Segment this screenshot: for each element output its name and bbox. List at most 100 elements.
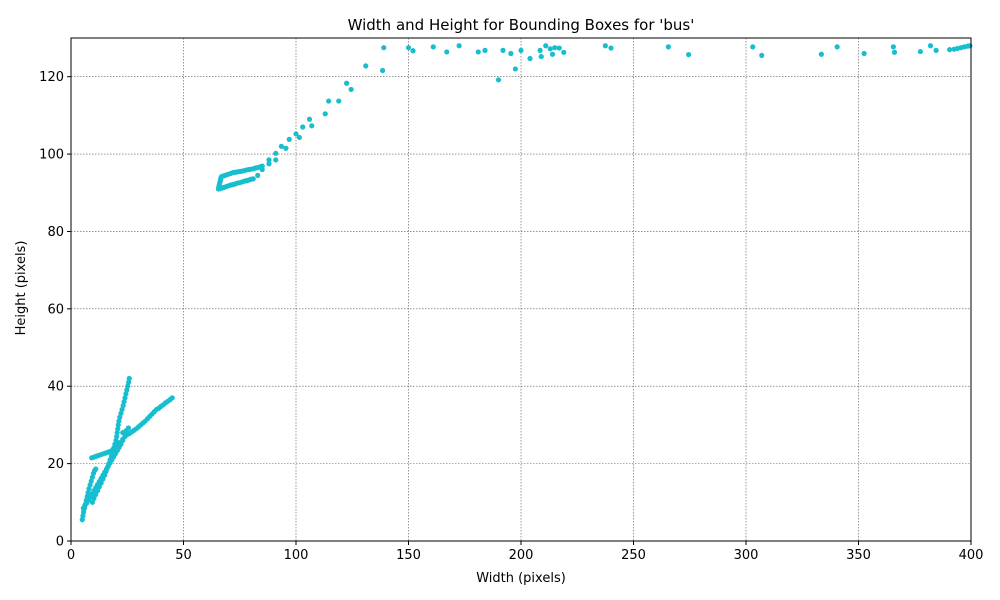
y-tick-label: 60 <box>47 302 64 317</box>
data-point <box>538 53 544 60</box>
data-point <box>917 48 923 55</box>
y-tick-label: 100 <box>39 148 64 163</box>
data-point <box>115 426 121 432</box>
data-point <box>250 176 256 182</box>
data-point <box>890 44 896 50</box>
data-point <box>293 131 299 137</box>
data-point <box>527 55 533 62</box>
x-tick-label: 200 <box>509 548 534 563</box>
x-tick-label: 400 <box>959 548 984 563</box>
data-point <box>363 63 369 69</box>
y-tick-label: 20 <box>47 457 64 472</box>
data-point <box>861 50 867 57</box>
data-point <box>98 480 104 486</box>
data-point <box>169 395 175 401</box>
data-point <box>549 51 556 57</box>
data-point <box>967 43 973 49</box>
y-axis-label: Height (pixels) <box>14 241 29 336</box>
data-point <box>686 52 692 58</box>
data-point <box>456 43 462 49</box>
data-point <box>91 495 97 502</box>
data-point <box>273 150 279 156</box>
data-point <box>508 50 514 57</box>
data-point <box>96 484 102 490</box>
data-point <box>552 45 558 51</box>
data-point <box>947 47 953 53</box>
data-point <box>834 44 840 50</box>
data-point <box>286 136 292 142</box>
data-point <box>283 145 289 151</box>
x-axis-label: Width (pixels) <box>476 571 566 586</box>
y-tick-label: 40 <box>47 380 64 395</box>
data-point <box>495 77 502 83</box>
data-point <box>120 402 126 409</box>
data-point <box>79 517 85 523</box>
data-point <box>322 111 328 117</box>
data-point <box>326 98 332 104</box>
data-point <box>608 45 614 51</box>
data-point <box>537 47 543 53</box>
data-point <box>759 52 765 59</box>
data-point <box>100 476 106 482</box>
data-point <box>115 422 121 428</box>
data-point <box>475 49 481 55</box>
data-point <box>93 466 99 472</box>
data-point <box>556 45 562 51</box>
y-axis-ticks: 0 20 40 60 80 100 120 <box>39 70 71 550</box>
data-point <box>300 124 306 130</box>
data-point <box>405 45 412 51</box>
data-point <box>266 157 272 163</box>
data-point <box>410 48 416 54</box>
x-tick-label: 300 <box>734 548 759 563</box>
data-point <box>123 391 129 397</box>
data-point <box>114 433 120 440</box>
data-point <box>430 44 436 50</box>
data-point <box>665 44 671 50</box>
x-tick-label: 100 <box>284 548 309 563</box>
data-point <box>380 67 386 74</box>
data-point <box>561 49 567 55</box>
data-point <box>750 44 756 50</box>
data-point <box>124 387 130 393</box>
data-point <box>482 47 488 53</box>
data-point <box>273 157 279 163</box>
grid-lines <box>70 38 972 542</box>
y-tick-label: 0 <box>56 535 64 550</box>
data-point <box>116 418 122 424</box>
chart-title: Width and Height for Bounding Boxes for … <box>348 16 695 34</box>
data-point <box>381 45 387 51</box>
data-point <box>891 49 898 55</box>
x-tick-label: 0 <box>67 548 75 563</box>
data-point <box>126 379 132 385</box>
data-point <box>348 86 354 93</box>
data-point <box>259 166 265 173</box>
data-point <box>121 399 127 405</box>
data-point <box>125 383 131 389</box>
data-point <box>543 43 549 49</box>
y-tick-label: 120 <box>39 70 64 85</box>
data-point <box>512 66 518 72</box>
data-point <box>518 47 524 53</box>
data-point <box>309 123 315 129</box>
data-point <box>344 80 350 86</box>
data-point <box>255 172 261 178</box>
data-point <box>122 395 128 401</box>
data-point <box>933 47 939 53</box>
data-point <box>818 51 824 57</box>
x-tick-label: 150 <box>396 548 421 563</box>
y-tick-label: 80 <box>47 225 64 240</box>
data-point <box>296 134 302 141</box>
x-tick-label: 350 <box>846 548 871 563</box>
data-point <box>93 491 99 498</box>
data-point <box>547 46 553 52</box>
x-tick-label: 250 <box>621 548 646 563</box>
data-point <box>126 375 132 382</box>
data-point <box>85 490 91 496</box>
data-point <box>278 143 284 149</box>
data-point <box>336 98 342 104</box>
data-point <box>125 425 131 431</box>
data-point <box>500 47 506 53</box>
data-point <box>266 161 272 167</box>
data-point <box>113 437 119 443</box>
data-point <box>114 430 120 436</box>
